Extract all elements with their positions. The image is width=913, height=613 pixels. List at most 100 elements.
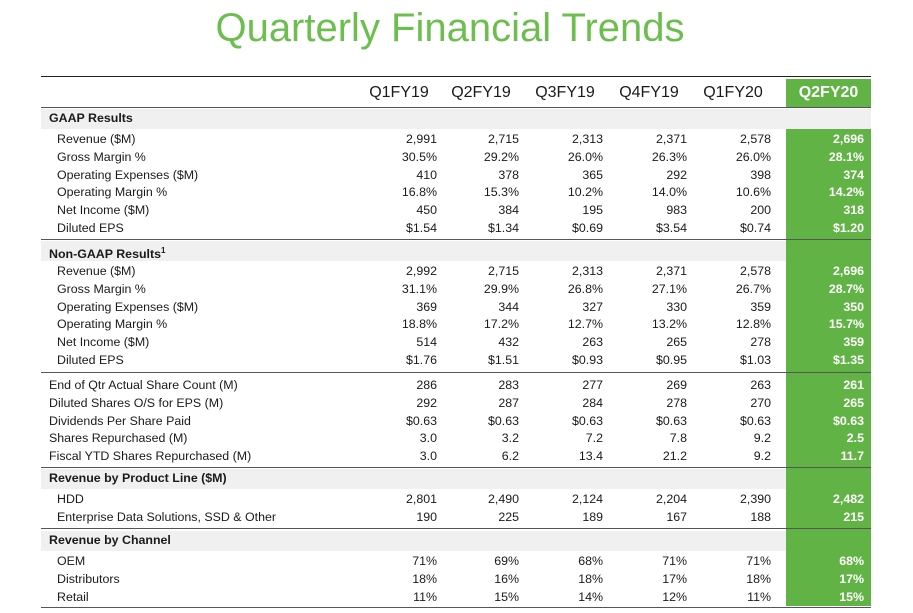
cell-q2fy19: 29.9% (483, 281, 519, 296)
cell-q1fy20: 9.2 (753, 449, 771, 464)
cell-q1fy19: 3.0 (419, 449, 437, 464)
cell-q2fy20: 28.7% (828, 281, 864, 296)
section-heading-text: Non-GAAP Results (49, 247, 161, 262)
table-row: Gross Margin % 31.1% 29.9% 26.8% 27.1% 26.7% 2… (41, 281, 871, 298)
header-rule (41, 76, 871, 77)
cell-q4fy19: 167 (666, 509, 687, 524)
cell-q1fy19: 11% (413, 589, 437, 604)
page-title: Quarterly Financial Trends (215, 6, 685, 50)
cell-q4fy19: 71% (662, 554, 687, 568)
cell-q2fy19: 15.3% (483, 185, 519, 200)
highlight-column (786, 129, 871, 606)
cell-q2fy20: $0.63 (832, 413, 864, 428)
cell-q4fy19: $0.63 (655, 413, 687, 428)
cell-q1fy19: 2,992 (405, 264, 437, 278)
cell-q2fy19: 225 (498, 509, 519, 524)
cell-q1fy19: 514 (416, 335, 437, 350)
cell-q2fy20: 68% (839, 554, 864, 568)
column-header-row: Q1FY19 Q2FY19 Q3FY19 Q4FY19 Q1FY20 Q2FY20 (41, 79, 871, 107)
cell-q1fy20: $1.03 (739, 353, 771, 367)
cell-q2fy19: 69% (494, 554, 519, 568)
row-label: Dividends Per Share Paid (49, 413, 191, 428)
cell-q3fy19: $0.69 (571, 221, 603, 235)
column-header-q3fy19: Q3FY19 (535, 84, 595, 101)
cell-q3fy19: 277 (582, 378, 603, 392)
table-row: OEM 71% 69% 68% 71% 71% 68% (41, 553, 871, 570)
cell-q1fy20: 71% (746, 554, 771, 568)
row-label: Diluted EPS (57, 221, 124, 235)
row-label: End of Qtr Actual Share Count (M) (49, 378, 238, 392)
table-row: End of Qtr Actual Share Count (M) 286 283 2… (41, 377, 871, 394)
table-row: Revenue ($M) 2,991 2,715 2,313 2,371 2,578 2,6… (41, 131, 871, 148)
row-label: Retail (57, 589, 89, 604)
cell-q2fy19: 344 (498, 299, 519, 314)
cell-q3fy19: 10.2% (567, 185, 603, 200)
cell-q4fy19: 292 (666, 167, 687, 182)
table-row: Diluted Shares O/S for EPS (M) 292 287 284 2… (41, 395, 871, 412)
row-label: Operating Expenses ($M) (57, 167, 199, 182)
cell-q2fy20: 15.7% (828, 317, 864, 332)
column-header-q1fy20: Q1FY20 (703, 84, 763, 101)
cell-q2fy20: 265 (843, 395, 864, 410)
cell-q3fy19: 7.2 (585, 431, 603, 446)
cell-q2fy20: 28.1% (828, 149, 864, 164)
cell-q1fy20: 278 (750, 335, 771, 350)
column-header-q4fy19: Q4FY19 (619, 84, 679, 101)
cell-q1fy20: $0.74 (739, 221, 771, 235)
cell-q1fy19: 16.8% (401, 185, 437, 200)
row-label: Net Income ($M) (57, 203, 150, 218)
cell-q4fy19: 265 (666, 335, 687, 350)
table-row: HDD 2,801 2,490 2,124 2,204 2,390 2,482 (41, 491, 871, 508)
cell-q1fy20: 11% (747, 589, 771, 604)
cell-q2fy20: 359 (843, 335, 864, 350)
cell-q2fy20: 17% (839, 571, 864, 586)
row-label: Distributors (57, 571, 120, 586)
cell-q3fy19: 2,124 (571, 492, 603, 506)
cell-q2fy20: 2,482 (832, 492, 864, 506)
cell-q2fy20: 14.2% (828, 185, 864, 200)
cell-q2fy19: 17.2% (483, 317, 519, 332)
cell-q2fy19: $1.51 (487, 353, 519, 367)
cell-q2fy19: 287 (498, 395, 519, 410)
row-label: Shares Repurchased (M) (49, 431, 188, 446)
row-label: Gross Margin % (57, 149, 146, 164)
row-label: Operating Margin % (57, 185, 168, 200)
cell-q3fy19: 12.7% (567, 317, 603, 332)
cell-q1fy19: $1.76 (405, 353, 437, 367)
cell-q1fy19: $0.63 (405, 413, 437, 428)
cell-q4fy19: 17% (662, 571, 687, 586)
cell-q2fy19: 384 (498, 203, 519, 218)
column-header-q2fy19: Q2FY19 (451, 84, 511, 101)
cell-q3fy19: 26.0% (567, 149, 603, 164)
cell-q1fy19: 3.0 (419, 431, 437, 446)
cell-q2fy20: 2,696 (832, 132, 864, 146)
cell-q1fy20: 12.8% (735, 317, 771, 332)
cell-q4fy19: 2,204 (655, 492, 687, 506)
row-label: Revenue ($M) (57, 132, 136, 146)
section-band (41, 469, 871, 489)
table-row: Diluted EPS $1.76 $1.51 $0.93 $0.95 $1.03 $1.3… (41, 352, 871, 369)
cell-q1fy19: 190 (416, 509, 437, 524)
section-heading-text: Revenue by Product Line ($M) (49, 471, 227, 485)
row-label: Diluted Shares O/S for EPS (M) (49, 395, 224, 410)
cell-q1fy20: 2,578 (739, 264, 771, 278)
section-band (41, 109, 871, 129)
cell-q2fy20: $1.20 (832, 221, 864, 235)
section-divider (41, 528, 871, 529)
table-row: Operating Margin % 16.8% 15.3% 10.2% 14.0% 10… (41, 184, 871, 201)
cell-q4fy19: 14.0% (651, 185, 687, 200)
cell-q1fy19: 31.1% (401, 281, 437, 296)
section-heading-text: GAAP Results (49, 111, 133, 125)
table-row: Shares Repurchased (M) 3.0 3.2 7.2 7.8 9.2 2.5 (41, 430, 871, 447)
cell-q1fy19: $1.54 (405, 221, 437, 235)
cell-q1fy19: 18.8% (401, 317, 437, 332)
cell-q4fy19: 330 (666, 299, 687, 314)
cell-q1fy20: 188 (750, 509, 771, 524)
row-label: Revenue ($M) (57, 264, 136, 278)
cell-q2fy19: 432 (498, 335, 519, 350)
cell-q1fy20: 270 (750, 395, 771, 410)
row-label: HDD (57, 492, 84, 506)
column-header-q1fy19: Q1FY19 (369, 84, 429, 101)
row-label: Gross Margin % (57, 281, 146, 296)
section-heading: Non-GAAP Results1 (49, 242, 165, 263)
